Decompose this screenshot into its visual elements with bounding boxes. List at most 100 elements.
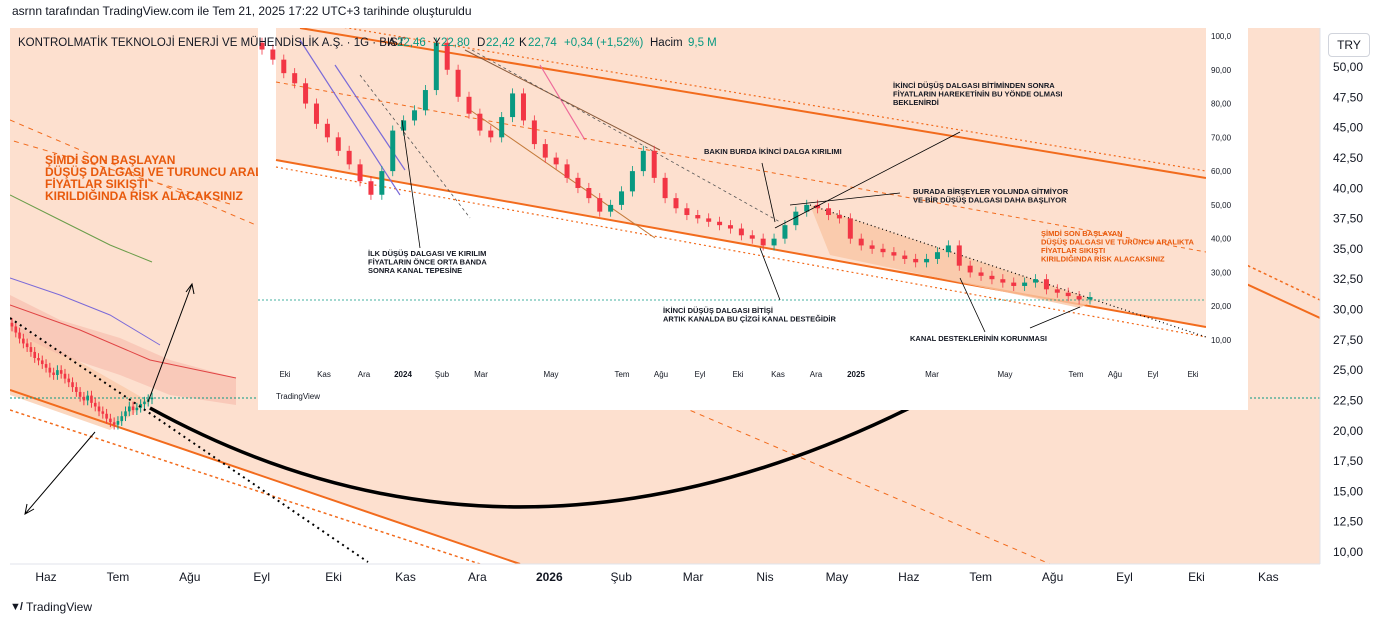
inset-candle-body bbox=[782, 225, 788, 239]
x-tick-label: Haz bbox=[898, 570, 919, 584]
note-line: KIRILDIĞINDA RİSK ALACAKSINIZ bbox=[45, 188, 243, 203]
open-value: 22,46 bbox=[397, 37, 426, 49]
inset-candle-body bbox=[259, 42, 265, 50]
inset-candle-body bbox=[1033, 279, 1039, 283]
inset-candle-body bbox=[717, 221, 723, 226]
inset-candle-body bbox=[466, 96, 472, 114]
inset-candle-body bbox=[793, 211, 799, 226]
candle-body bbox=[150, 397, 154, 400]
x-axis[interactable]: Haz Tem Ağu Eyl Eki Kas Ara 2026 Şub Mar Nis May Haz… bbox=[35, 570, 1278, 584]
inset-candle-body bbox=[880, 248, 886, 253]
ma-red bbox=[10, 304, 237, 379]
y-tick-label: 25,00 bbox=[1333, 363, 1363, 377]
inset-y-tick: 10,00 bbox=[1211, 336, 1232, 345]
svg-text:Y: Y bbox=[433, 37, 441, 49]
inset-x-tick: Eki bbox=[732, 370, 743, 379]
note-line: DÜŞÜŞ DALGASI VE TURUNCU ARALIKTA bbox=[45, 164, 290, 179]
inset-x-tick: Kas bbox=[317, 370, 331, 379]
inset-dotted-black bbox=[809, 204, 1206, 338]
inset-candle-body bbox=[1011, 282, 1017, 286]
inset-candle-body bbox=[902, 255, 908, 259]
y-tick-label: 12,50 bbox=[1333, 515, 1363, 529]
inset-candle-body bbox=[520, 93, 526, 121]
inset-x-tick: Mar bbox=[925, 370, 939, 379]
y-tick-label: 45,00 bbox=[1333, 121, 1363, 135]
x-tick-label: Kas bbox=[1258, 570, 1279, 584]
y-axis[interactable]: 50,00 47,50 45,00 42,50 40,00 37,50 35,00 32,50… bbox=[1333, 60, 1363, 559]
cloud bbox=[10, 295, 236, 405]
inset-y-tick: 60,00 bbox=[1211, 167, 1232, 176]
inset-y-tick: 20,00 bbox=[1211, 302, 1232, 311]
inset-x-axis: Eki Kas Ara 2024 Şub Mar May Tem Ağu Eyl Eki Kas Ara… bbox=[279, 370, 1198, 379]
inset-candle-body bbox=[804, 204, 810, 212]
inset-candle-body bbox=[531, 120, 537, 145]
inset-note-line: ARTIK KANALDA BU ÇİZGİ KANAL DESTEĞİDİR bbox=[663, 315, 836, 324]
candle-body bbox=[25, 343, 29, 348]
svg-text:K: K bbox=[519, 37, 527, 49]
inset-candle-body bbox=[836, 215, 842, 219]
trend-dotted-black bbox=[10, 317, 369, 563]
candle-body bbox=[101, 411, 105, 414]
y-tick-label: 30,00 bbox=[1333, 303, 1363, 317]
inset-note-line: İKİNCİ DÜŞÜŞ DALGASI BİTİŞİ bbox=[663, 306, 773, 315]
currency-badge[interactable]: TRY bbox=[1328, 33, 1370, 57]
inset-candle-body bbox=[869, 245, 875, 249]
inset-candle-body bbox=[564, 164, 570, 178]
ma-green bbox=[10, 194, 153, 263]
inset-x-tick: May bbox=[997, 370, 1012, 379]
y-tick-label: 10,00 bbox=[1333, 545, 1363, 559]
x-tick-label: Kas bbox=[395, 570, 416, 584]
inset-x-tick: Ara bbox=[810, 370, 823, 379]
candle-body bbox=[48, 367, 52, 373]
inset-candle-body bbox=[412, 110, 418, 121]
inset-pink bbox=[539, 64, 586, 141]
footer: ▼/ TradingView bbox=[10, 600, 92, 614]
inset-candle-body bbox=[1087, 297, 1093, 300]
inset-candle-body bbox=[695, 215, 701, 219]
inset-candle-body bbox=[281, 59, 287, 74]
inset-candle-body bbox=[815, 204, 821, 209]
inset-candle-body bbox=[956, 245, 962, 266]
inset-candle-body bbox=[324, 123, 330, 138]
x-tick-label: Mar bbox=[683, 570, 704, 584]
x-tick-label: Tem bbox=[107, 570, 130, 584]
inset-x-tick: Kas bbox=[771, 370, 785, 379]
inset-candle-body bbox=[989, 275, 995, 280]
inset-y-tick: 90,00 bbox=[1211, 66, 1232, 75]
channel-lower-dotted bbox=[10, 409, 481, 564]
inset-y-tick: 40,00 bbox=[1211, 235, 1232, 244]
inset-candle-body bbox=[1000, 279, 1006, 283]
inset-dashed-1 bbox=[359, 74, 471, 219]
inset-note-line: BEKLENİRDİ bbox=[893, 98, 939, 107]
inset-candle-body bbox=[335, 137, 341, 151]
y-tick-label: 42,50 bbox=[1333, 151, 1363, 165]
inset-y-tick: 100,0 bbox=[1211, 32, 1232, 41]
svg-text:A: A bbox=[388, 37, 396, 49]
volume-value: 9,5 M bbox=[688, 37, 717, 49]
inset-candle-body bbox=[1076, 296, 1082, 300]
x-tick-label: Eki bbox=[325, 570, 342, 584]
inset-y-tick: 30,00 bbox=[1211, 268, 1232, 277]
candle-body bbox=[105, 413, 108, 419]
inset-candle-body bbox=[934, 252, 940, 259]
inset-note-line: ŞİMDİ SON BAŞLAYAN bbox=[1041, 229, 1123, 238]
candle-body bbox=[116, 421, 120, 425]
y-tick-label: 47,50 bbox=[1333, 90, 1363, 104]
inset-note-line: İLK DÜŞÜŞ DALGASI VE KIRILIM bbox=[368, 249, 486, 258]
inset-x-tick: May bbox=[543, 370, 558, 379]
inset-candle-body bbox=[891, 252, 897, 256]
inset-candle-body bbox=[1065, 292, 1071, 297]
x-tick-label: Tem bbox=[969, 570, 992, 584]
ma-purple bbox=[10, 277, 161, 346]
inset-note-line: FİYATLAR SIKIŞTI bbox=[1041, 246, 1105, 255]
candle-body bbox=[82, 396, 86, 401]
inset-candle-body bbox=[444, 42, 450, 70]
inset-candle-body bbox=[390, 130, 396, 172]
inset-candle-body bbox=[346, 150, 352, 165]
symbol-label: KONTROLMATİK TEKNOLOJİ ENERJİ VE MÜHENDİ… bbox=[18, 36, 405, 49]
candle-body bbox=[22, 338, 25, 344]
inset-candle-body bbox=[651, 150, 657, 178]
inset-candle-body bbox=[619, 191, 625, 205]
y-tick-label: 35,00 bbox=[1333, 242, 1363, 256]
